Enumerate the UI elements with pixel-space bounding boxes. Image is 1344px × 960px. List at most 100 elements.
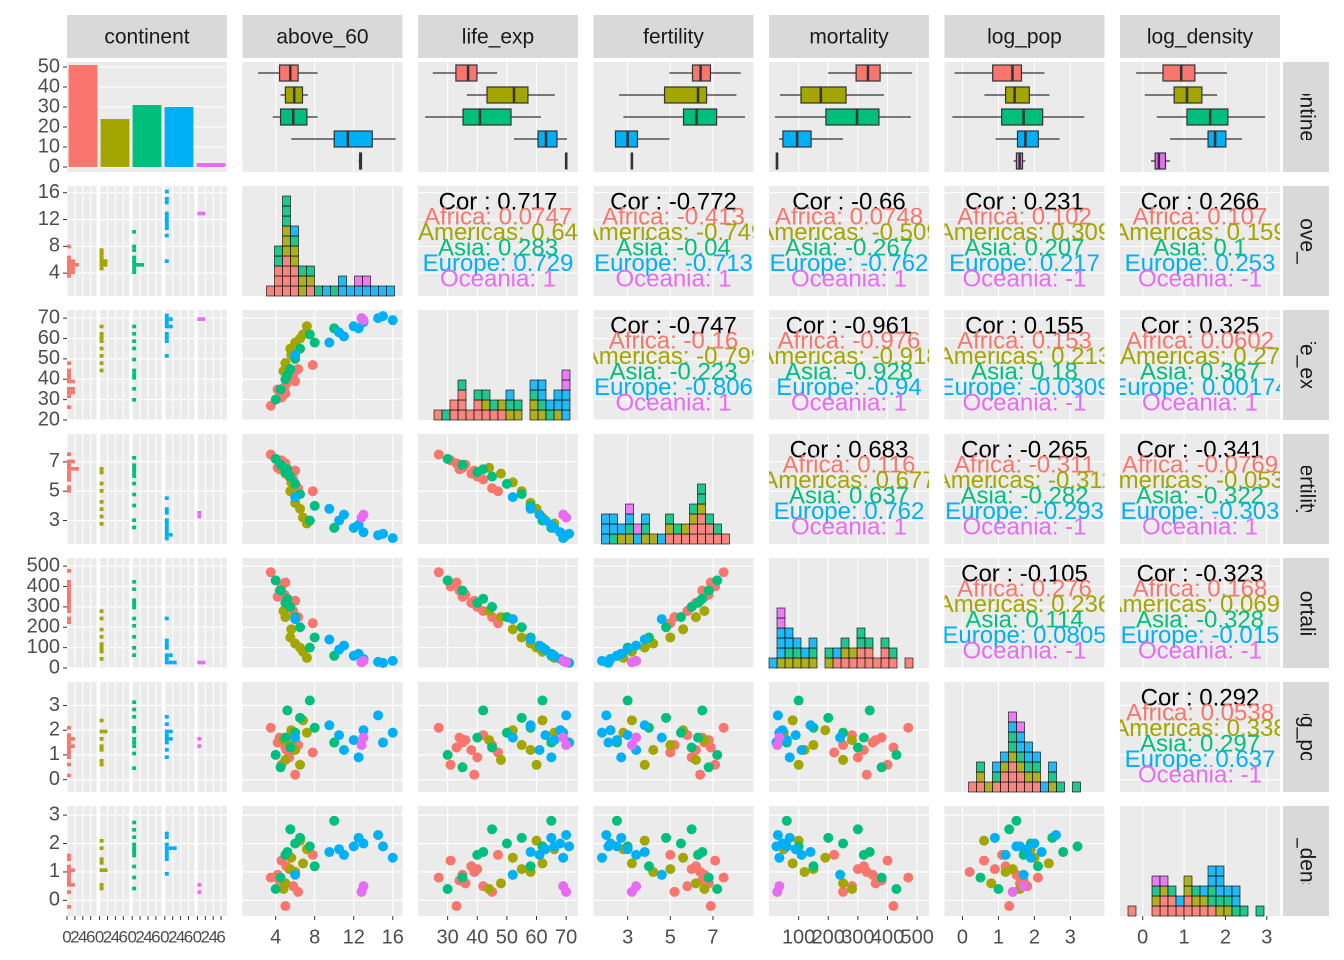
point	[564, 841, 575, 852]
density-unit	[529, 409, 539, 421]
panel-background	[1120, 186, 1280, 296]
density-unit	[505, 389, 515, 401]
point	[558, 852, 569, 863]
correlation-group: Europe: -0.293	[945, 498, 1104, 525]
point	[534, 640, 545, 651]
density-unit	[673, 523, 682, 535]
histogram-unit	[67, 864, 71, 869]
histogram-unit	[164, 642, 169, 646]
x-tick-label: 6	[216, 927, 225, 946]
y-tick-label: 4	[49, 261, 60, 283]
correlation-group: Europe: 0.762	[774, 498, 925, 525]
density-unit	[1127, 905, 1137, 917]
histogram-unit	[67, 259, 71, 263]
density-unit	[864, 637, 874, 649]
point	[616, 648, 627, 659]
point	[270, 575, 281, 586]
point	[861, 769, 872, 780]
point	[852, 752, 863, 763]
point	[304, 841, 315, 852]
point	[718, 567, 729, 578]
density-unit	[1016, 721, 1025, 733]
histogram-unit	[164, 872, 169, 876]
point	[616, 752, 627, 763]
point	[903, 872, 914, 883]
histogram-unit	[132, 470, 137, 475]
density-unit	[776, 647, 786, 659]
correlation-group: Asia: -0.282	[960, 482, 1088, 509]
point	[290, 614, 301, 625]
histogram-unit	[67, 598, 71, 602]
density-unit	[290, 265, 299, 277]
histogram-unit	[103, 259, 108, 263]
histogram-unit	[197, 883, 202, 887]
point	[838, 886, 849, 897]
point	[669, 886, 680, 897]
histogram-unit	[132, 266, 137, 271]
histogram-unit	[197, 737, 202, 741]
point	[784, 832, 795, 843]
density-unit	[1167, 885, 1177, 897]
histogram-unit	[67, 489, 71, 493]
density-unit	[609, 533, 618, 545]
point	[516, 622, 527, 633]
histogram-unit	[67, 594, 71, 599]
histogram-unit	[99, 718, 104, 723]
point	[697, 705, 708, 716]
point	[387, 533, 398, 544]
panel-background	[99, 186, 130, 296]
histogram-unit	[168, 653, 173, 657]
density-unit	[968, 781, 977, 793]
point	[678, 624, 689, 635]
x-tick-label: 2	[70, 927, 79, 946]
histogram-unit	[132, 853, 137, 858]
density-unit	[904, 657, 914, 669]
density-unit	[529, 399, 539, 411]
point	[525, 503, 536, 514]
bar	[164, 107, 194, 167]
correlation-overall: Cor : 0.266	[1141, 188, 1260, 215]
density-unit	[1008, 741, 1017, 753]
y-tick-label: 3	[49, 509, 60, 531]
x-tick-label: 0	[160, 927, 169, 946]
density-unit	[784, 647, 794, 659]
point	[675, 838, 686, 849]
strip-background	[1120, 15, 1280, 58]
box	[462, 108, 512, 126]
density-unit	[561, 379, 571, 391]
point	[1000, 866, 1011, 877]
density-unit	[1008, 751, 1017, 763]
panel-background	[132, 558, 162, 668]
density-unit	[864, 657, 874, 669]
point	[295, 622, 306, 633]
density-unit	[848, 647, 858, 659]
histogram-unit	[99, 737, 104, 741]
x-tick-label: 4	[143, 927, 152, 946]
point	[358, 732, 369, 743]
histogram-unit	[132, 635, 137, 639]
x-tick-label: 0	[95, 927, 104, 946]
point	[622, 695, 633, 706]
histogram-unit	[197, 660, 202, 665]
point	[265, 872, 276, 883]
point	[495, 754, 506, 765]
histogram-unit	[67, 452, 71, 456]
histogram-unit	[99, 729, 104, 734]
density-unit	[792, 647, 802, 659]
point	[546, 752, 557, 763]
point	[324, 503, 335, 514]
histogram-unit	[99, 627, 104, 632]
density-unit	[976, 771, 985, 783]
y-tick-label: 200	[27, 616, 60, 638]
histogram-unit	[67, 478, 71, 482]
histogram-unit	[132, 737, 137, 741]
histogram-unit	[67, 857, 71, 861]
density-unit	[1032, 781, 1041, 793]
histogram-unit	[164, 233, 169, 238]
density-unit	[1255, 905, 1265, 917]
histogram-unit	[99, 616, 104, 621]
point	[718, 722, 729, 733]
point	[307, 747, 318, 758]
histogram-unit	[67, 602, 71, 606]
strip-background	[944, 15, 1105, 58]
